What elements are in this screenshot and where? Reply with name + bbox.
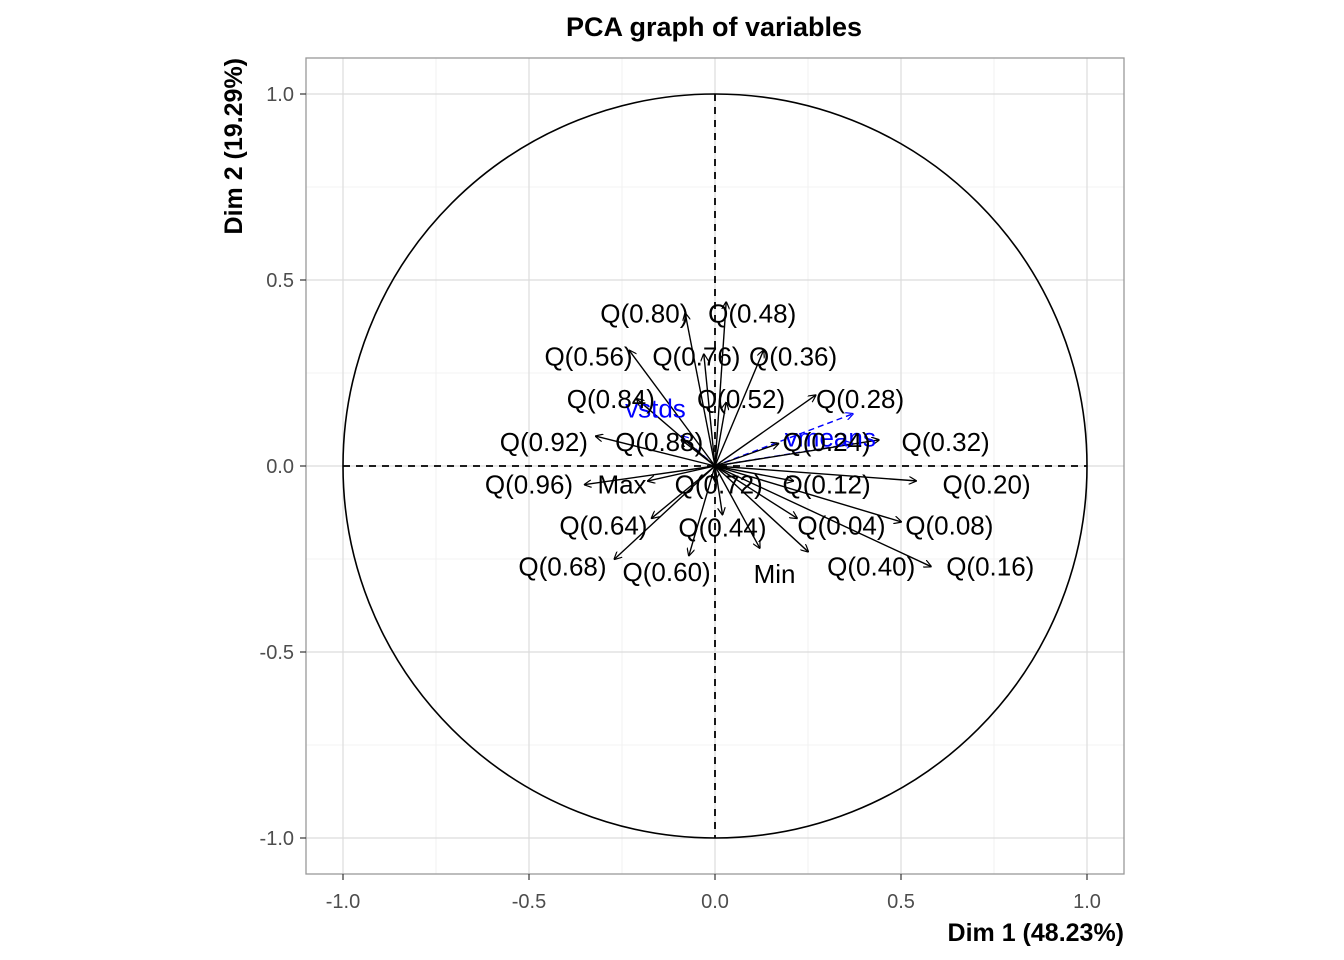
arrow-q-0-76 — [704, 354, 716, 467]
x-tick-label: -1.0 — [326, 891, 360, 913]
supp-label-vstds: vstds — [625, 393, 686, 423]
label-q-0-92: Q(0.92) — [500, 427, 588, 457]
label-min: Min — [754, 559, 796, 589]
x-tick-label: 1.0 — [1073, 891, 1101, 913]
y-axis-ticks: -1.0 -0.5 0.0 0.5 1.0 — [260, 84, 306, 850]
arrow-q-0-24 — [714, 444, 778, 467]
label-q-0-88: Q(0.88) — [615, 427, 703, 457]
label-q-0-36: Q(0.36) — [749, 341, 837, 371]
y-tick-label: 0.5 — [266, 270, 294, 292]
x-tick-label: 0.0 — [701, 891, 729, 913]
label-q-0-60: Q(0.60) — [623, 557, 711, 587]
x-axis-title: Dim 1 (48.23%) — [948, 919, 1124, 947]
y-tick-label: -0.5 — [260, 642, 294, 664]
arrow-q-0-88 — [682, 440, 716, 467]
arrow-q-0-56 — [629, 351, 716, 467]
arrow-q-0-12 — [714, 465, 793, 481]
arrow-q-0-84 — [637, 399, 716, 467]
active-arrows — [585, 302, 931, 566]
arrow-q-0-28 — [714, 395, 815, 467]
x-tick-label: -0.5 — [512, 891, 546, 913]
label-q-0-08: Q(0.08) — [905, 511, 993, 541]
arrow-q-0-44 — [714, 465, 722, 514]
arrow-q-0-80 — [685, 313, 716, 467]
variable-labels: vstds vmeans Q(0.80) Q(0.48) Q(0.56) Q(0.76) Q… — [485, 298, 1034, 588]
x-axis-ticks: -1.0 -0.5 0.0 0.5 1.0 — [326, 874, 1101, 913]
arrow-q-0-64 — [652, 465, 716, 518]
arrow-q-0-16 — [714, 465, 931, 566]
label-q-0-56: Q(0.56) — [544, 341, 632, 371]
label-q-0-28: Q(0.28) — [816, 384, 904, 414]
label-q-0-32: Q(0.32) — [902, 427, 990, 457]
label-q-0-24: Q(0.24) — [783, 427, 871, 457]
label-q-0-44: Q(0.44) — [678, 512, 766, 542]
y-tick-label: -1.0 — [260, 828, 294, 850]
arrow-q-0-68 — [615, 465, 716, 559]
arrow-q-0-32 — [714, 440, 879, 467]
y-axis-title: Dim 2 (19.29%) — [220, 58, 248, 234]
arrow-min — [714, 465, 760, 548]
label-q-0-76: Q(0.76) — [652, 341, 740, 371]
label-q-0-72: Q(0.72) — [675, 470, 763, 500]
arrow-q-0-20 — [714, 465, 916, 481]
label-q-0-48: Q(0.48) — [708, 298, 796, 328]
label-q-0-68: Q(0.68) — [518, 551, 606, 581]
chart-title: PCA graph of variables — [566, 12, 862, 42]
label-q-0-52: Q(0.52) — [697, 384, 785, 414]
arrow-q-0-92 — [596, 436, 716, 467]
arrow-q-0-36 — [714, 351, 763, 467]
label-q-0-80: Q(0.80) — [600, 298, 688, 328]
arrow-q-0-40 — [714, 465, 808, 552]
y-tick-label: 0.0 — [266, 456, 294, 478]
supp-label-vmeans: vmeans — [785, 422, 876, 452]
label-max: Max — [597, 470, 646, 500]
label-q-0-64: Q(0.64) — [559, 511, 647, 541]
y-tick-label: 1.0 — [266, 84, 294, 106]
arrow-q-0-04 — [714, 465, 797, 518]
label-q-0-20: Q(0.20) — [942, 470, 1030, 500]
arrow-max — [648, 465, 716, 481]
arrow-q-0-52 — [714, 403, 726, 467]
label-q-0-04: Q(0.04) — [797, 511, 885, 541]
label-q-0-16: Q(0.16) — [946, 551, 1034, 581]
arrow-q-0-08 — [714, 465, 901, 522]
label-q-0-12: Q(0.12) — [783, 470, 871, 500]
label-q-0-96: Q(0.96) — [485, 470, 573, 500]
label-q-0-84: Q(0.84) — [567, 384, 655, 414]
arrow-q-0-48 — [714, 302, 726, 467]
arrow-q-0-60 — [689, 465, 716, 555]
x-tick-label: 0.5 — [887, 891, 915, 913]
label-q-0-40: Q(0.40) — [827, 551, 915, 581]
arrow-q-0-96 — [585, 465, 716, 485]
